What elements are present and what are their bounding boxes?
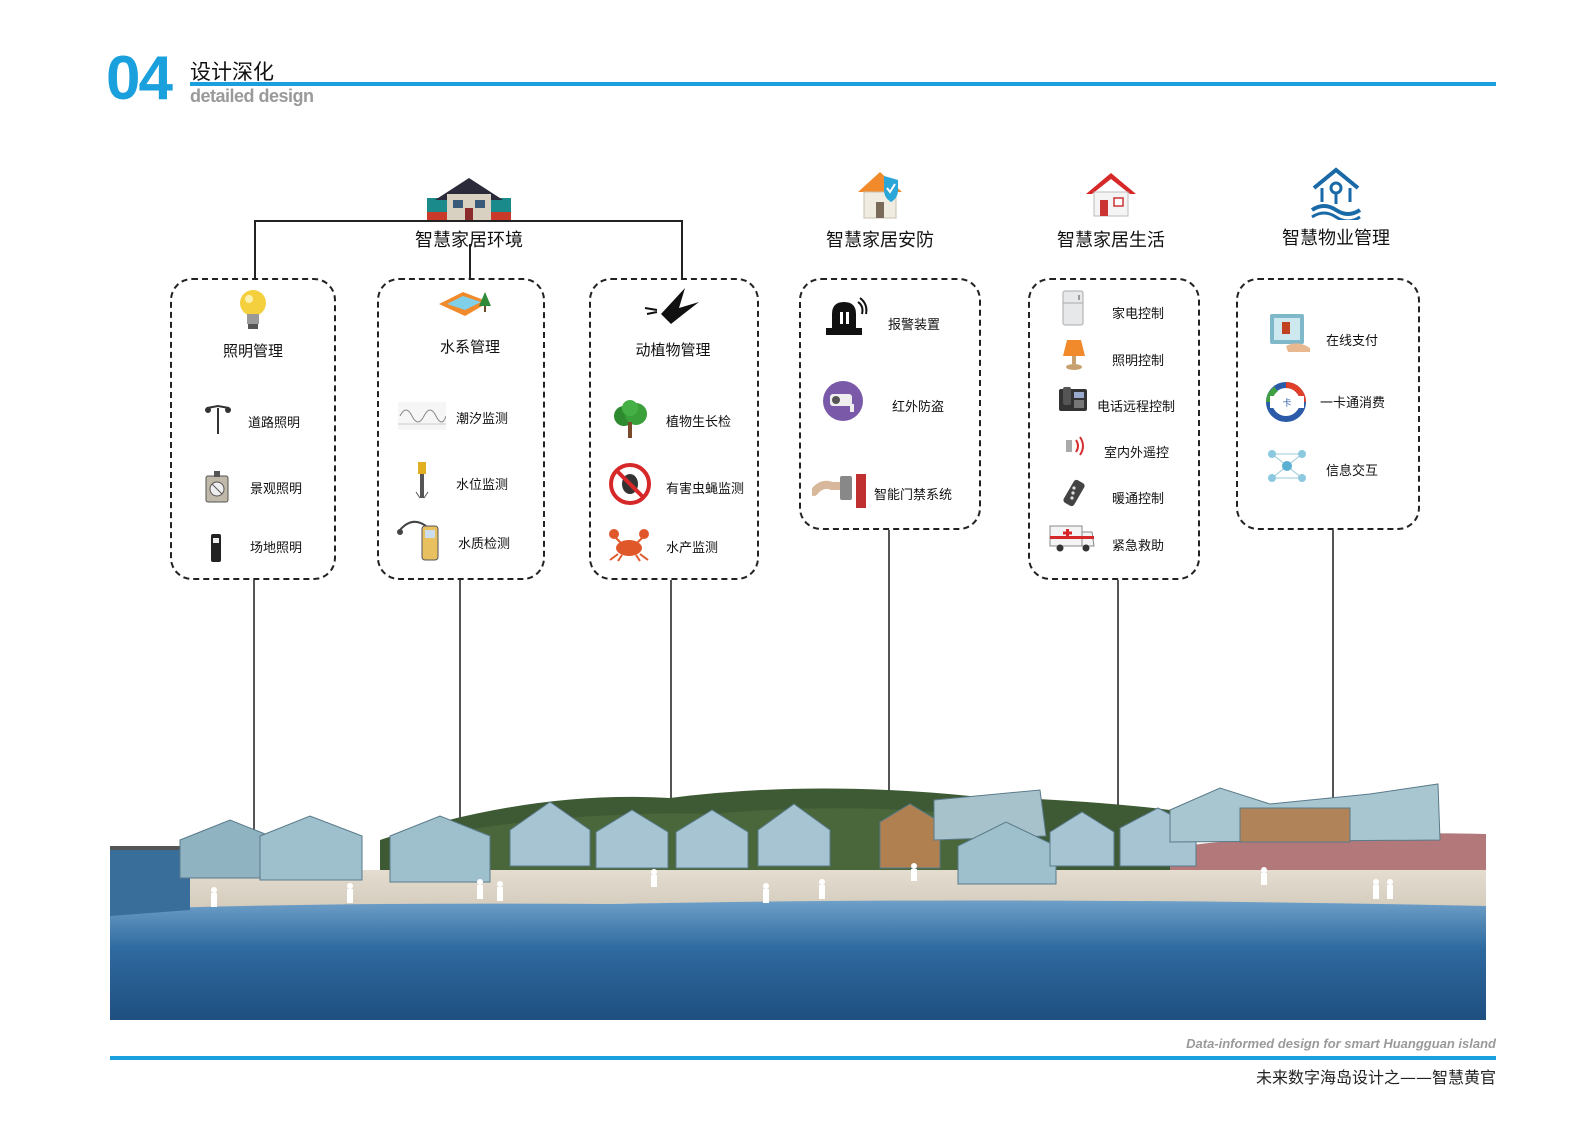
crab-icon: [606, 526, 652, 566]
drop-line-fauna: [670, 580, 672, 836]
footer-english-caption: Data-informed design for smart Huangguan…: [1186, 1036, 1496, 1051]
item-hvac-control: 暖通控制: [1112, 492, 1165, 507]
section-title: 设计深化: [190, 60, 274, 84]
lighting-management-box: [170, 278, 336, 580]
lighting-management-heading: 照明管理: [222, 342, 284, 360]
item-phone-remote-control: 电话远程控制: [1097, 400, 1176, 415]
remote-signal-icon: [1064, 432, 1090, 462]
lamp-icon: [1062, 338, 1086, 374]
category-title-environment: 智慧家居环境: [415, 230, 523, 251]
landscape-light-icon: [203, 470, 231, 508]
card-icon: 卡: [1264, 382, 1314, 426]
item-water-level-monitoring: 水位监测: [456, 478, 509, 493]
shield-house-icon: [854, 168, 906, 226]
ambulance-icon: [1048, 522, 1096, 556]
camera-icon: [822, 380, 864, 426]
bracket-right-line: [681, 220, 683, 278]
property-box: [1236, 278, 1420, 530]
network-icon: [1264, 446, 1310, 490]
no-insect-icon: [608, 462, 652, 510]
flora-fauna-management-heading: 动植物管理: [635, 341, 711, 359]
water-quality-meter-icon: [396, 518, 448, 568]
item-information-interaction: 信息交互: [1326, 464, 1379, 479]
item-infrared-anti-theft: 红外防盗: [892, 400, 945, 415]
water-gauge-icon: [414, 462, 430, 504]
item-road-lighting: 道路照明: [248, 416, 301, 431]
item-indoor-outdoor-remote: 室内外遥控: [1104, 446, 1170, 461]
phone-icon: [1058, 386, 1088, 416]
security-box: [799, 278, 981, 530]
drop-line-security: [888, 530, 890, 830]
remote-control-icon: [1062, 478, 1088, 512]
bird-icon: [641, 284, 703, 334]
property-icon: [1310, 166, 1362, 224]
tablet-pay-icon: [1268, 312, 1312, 356]
coastal-village-illustration: [110, 770, 1486, 1020]
item-online-payment: 在线支付: [1326, 334, 1379, 349]
item-site-lighting: 场地照明: [250, 541, 303, 556]
house-icon: [421, 172, 517, 226]
item-alarm-device: 报警装置: [888, 318, 941, 333]
footer-chinese-caption: 未来数字海岛设计之——智慧黄官: [1255, 1068, 1496, 1087]
drop-line-property: [1332, 530, 1334, 812]
water-management-heading: 水系管理: [439, 338, 501, 356]
flora-fauna-management-box: [589, 278, 759, 580]
header-rule: [190, 82, 1496, 86]
tree-icon: [610, 400, 650, 444]
light-bulb-icon: [236, 288, 270, 338]
drop-line-lighting: [253, 580, 255, 842]
drop-line-water: [459, 580, 461, 828]
item-lighting-control: 照明控制: [1112, 354, 1165, 369]
category-title-life: 智慧家居生活: [1057, 230, 1165, 251]
drop-line-life: [1117, 580, 1119, 828]
street-lamp-icon: [205, 402, 231, 440]
svg-text:卡: 卡: [1282, 397, 1291, 409]
category-title-property: 智慧物业管理: [1282, 228, 1390, 249]
section-subtitle: detailed design: [190, 86, 314, 106]
water-management-box: [377, 278, 545, 580]
item-landscape-lighting: 景观照明: [250, 482, 303, 497]
item-aquatic-monitoring: 水产监测: [666, 541, 719, 556]
item-appliance-control: 家电控制: [1112, 307, 1165, 322]
item-pest-monitoring: 有害虫蝇监测: [666, 482, 745, 497]
bollard-light-icon: [209, 534, 223, 568]
item-smart-access-control: 智能门禁系统: [874, 488, 953, 503]
life-box: [1028, 278, 1200, 580]
section-number: 04: [106, 44, 173, 113]
category-title-security: 智慧家居安防: [826, 230, 934, 251]
alarm-light-icon: [822, 296, 868, 342]
item-tide-monitoring: 潮汐监测: [456, 412, 509, 427]
bracket-left-line: [254, 220, 256, 278]
fridge-icon: [1062, 290, 1084, 330]
pool-icon: [433, 288, 497, 326]
footer-rule: [110, 1056, 1496, 1060]
item-plant-growth-check: 植物生长检: [666, 415, 732, 430]
bracket-top-line: [254, 220, 682, 222]
item-water-quality-testing: 水质检测: [458, 537, 511, 552]
wave-chart-icon: [398, 402, 447, 434]
item-one-card-consumption: 一卡通消费: [1320, 396, 1386, 411]
item-emergency-rescue: 紧急救助: [1112, 539, 1165, 554]
door-access-icon: [810, 472, 868, 514]
bracket-mid-line: [469, 244, 471, 278]
red-house-icon: [1084, 170, 1138, 222]
